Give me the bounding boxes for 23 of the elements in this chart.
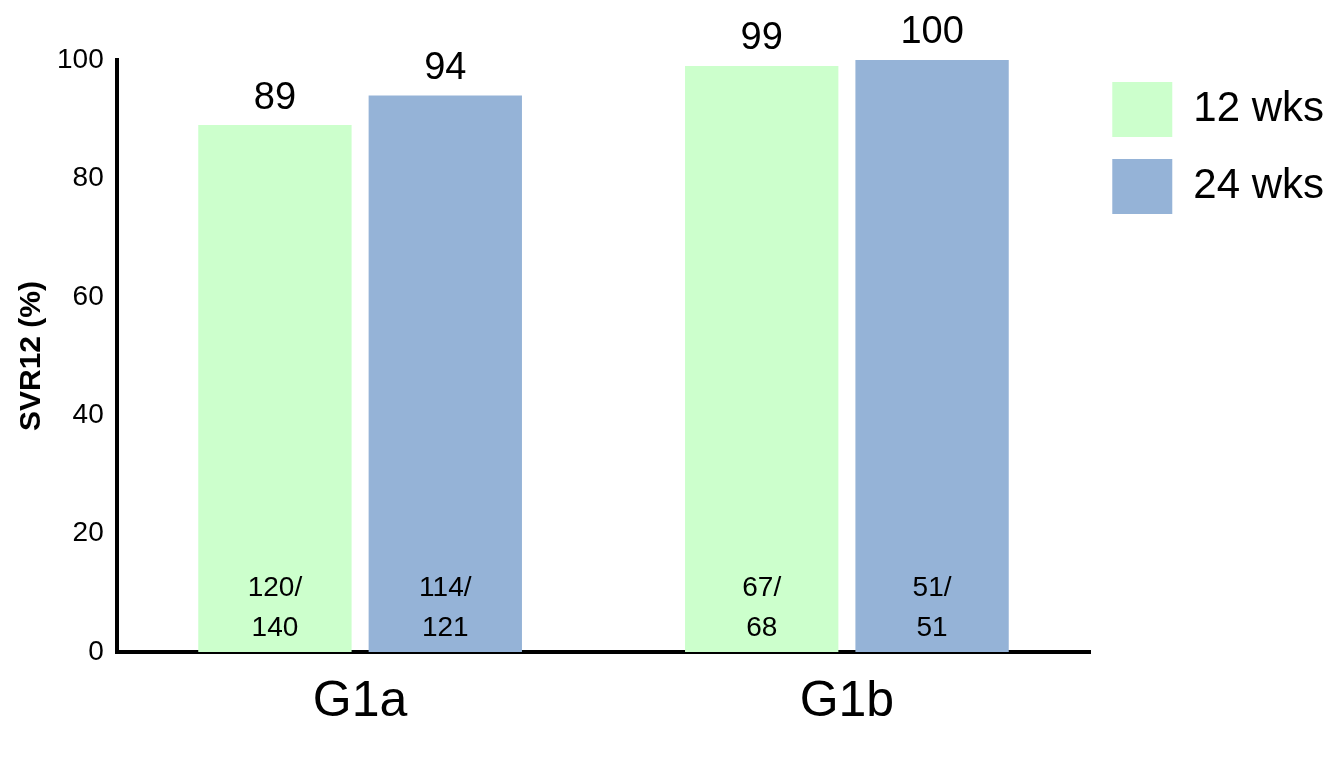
y-tick-label: 60: [72, 279, 104, 311]
annotation: 114/121: [419, 571, 472, 642]
y-tick-label: 20: [72, 516, 104, 548]
legend-label: 12 wks: [1193, 83, 1324, 131]
x-tick-label: G1b: [799, 670, 895, 727]
y-tick-label: 100: [57, 42, 104, 74]
annotation: 120/140: [247, 571, 303, 642]
data-label: 100: [900, 9, 964, 52]
y-tick-label: 80: [72, 161, 104, 193]
x-tick-label: G1a: [312, 670, 408, 727]
bar: [855, 60, 1009, 652]
bar: [368, 95, 522, 652]
y-axis-title: SVR12 (%): [13, 280, 47, 432]
bar: [685, 65, 839, 652]
legend-label: 24 wks: [1193, 160, 1324, 208]
annotation: 51/51: [912, 571, 952, 642]
y-tick-label: 40: [72, 397, 104, 429]
annotation: 67/68: [742, 571, 782, 642]
y-tick-label: 0: [88, 634, 104, 666]
data-label: 94: [424, 45, 467, 87]
bar: [198, 125, 352, 652]
data-label: 99: [740, 15, 783, 58]
data-label: 89: [253, 74, 297, 117]
